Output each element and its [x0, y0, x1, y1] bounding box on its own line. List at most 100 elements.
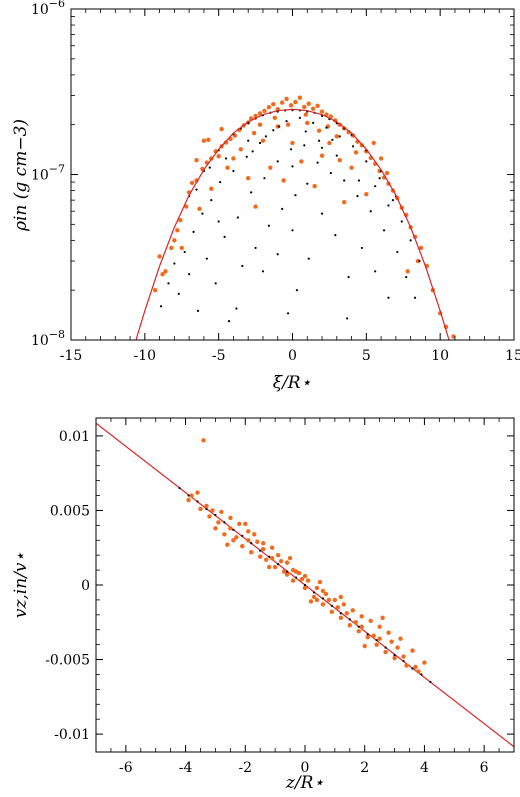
velocity-orange-point: [344, 611, 349, 616]
density-x-ticks: -15 -10 -5 0 5 10 15: [60, 9, 520, 364]
velocity-orange-point: [386, 630, 391, 635]
density-orange-point: [268, 165, 273, 170]
density-orange-point: [260, 138, 266, 143]
velocity-orange-point: [380, 615, 385, 620]
velocity-black-point: [241, 534, 244, 537]
density-fit-curve: [135, 108, 450, 340]
velocity-x-tick-label: -4: [179, 760, 193, 776]
density-orange-point: [285, 122, 291, 127]
velocity-black-point: [420, 673, 423, 676]
velocity-orange-point: [255, 539, 260, 544]
density-chart: -15 -10 -5 0 5 10 15 10−8 10−7 10−6 ξ/R⋆ ρin (g …: [11, 0, 520, 393]
velocity-orange-point: [356, 629, 361, 634]
density-x-tick-label: 10: [431, 348, 449, 364]
velocity-orange-point: [305, 578, 311, 583]
density-orange-point: [334, 134, 339, 139]
density-y-tick-label: 10−8: [31, 328, 65, 349]
density-black-point: [205, 257, 208, 260]
velocity-black-point: [393, 653, 396, 657]
velocity-orange-point: [365, 634, 370, 640]
density-black-point: [335, 154, 338, 157]
velocity-orange-point: [237, 521, 242, 527]
density-black-point: [272, 129, 275, 132]
velocity-orange-point: [326, 597, 332, 603]
density-black-point: [214, 282, 217, 285]
density-black-point: [343, 179, 346, 182]
density-orange-point: [197, 206, 202, 212]
density-orange-point: [275, 124, 280, 129]
density-black-point: [210, 199, 213, 202]
density-black-point: [254, 246, 257, 250]
velocity-orange-point: [368, 618, 373, 623]
velocity-y-tick-label: 0: [81, 578, 90, 594]
density-black-point: [334, 234, 337, 237]
velocity-orange-point: [323, 591, 329, 597]
velocity-orange-point: [284, 572, 290, 577]
velocity-orange-point: [341, 602, 347, 607]
velocity-orange-point: [398, 636, 403, 641]
velocity-orange-point: [263, 557, 269, 562]
velocity-orange-point: [410, 648, 415, 653]
density-black-point: [235, 307, 238, 310]
density-orange-points: [152, 95, 456, 339]
velocity-orange-point: [275, 552, 281, 558]
density-x-tick-label: 0: [288, 348, 297, 364]
velocity-black-point: [348, 618, 351, 621]
velocity-orange-point: [234, 535, 239, 540]
density-black-point: [196, 309, 200, 312]
density-black-point: [387, 296, 390, 299]
density-black-point: [303, 144, 306, 147]
density-black-point: [374, 270, 377, 273]
density-black-point: [295, 289, 299, 292]
velocity-orange-point: [222, 532, 227, 537]
density-orange-point: [157, 254, 162, 259]
density-orange-point: [169, 245, 174, 251]
velocity-black-point: [357, 625, 360, 628]
density-y-tick-label: 10−6: [31, 0, 65, 18]
velocity-orange-point: [261, 547, 266, 552]
density-orange-point: [231, 156, 236, 161]
density-orange-point: [297, 95, 303, 100]
density-orange-point: [337, 158, 342, 163]
density-orange-point: [328, 114, 334, 119]
density-black-point: [396, 250, 399, 254]
velocity-black-point: [339, 612, 342, 615]
density-orange-point: [316, 128, 322, 133]
velocity-orange-point: [258, 554, 263, 559]
velocity-orange-point: [302, 585, 308, 591]
density-black-point: [177, 292, 180, 295]
density-orange-point: [306, 101, 311, 106]
density-orange-point: [364, 192, 369, 197]
velocity-black-point: [205, 507, 208, 511]
velocity-orange-point: [201, 438, 206, 443]
velocity-orange-point: [353, 620, 358, 625]
velocity-x-tick-label: -2: [238, 760, 252, 776]
velocity-x-axis-label: z/R⋆: [285, 773, 324, 793]
velocity-black-point: [312, 591, 316, 594]
density-black-point: [247, 139, 250, 142]
velocity-orange-point: [278, 558, 284, 564]
velocity-x-tick-label: 6: [480, 760, 489, 776]
velocity-orange-point: [261, 541, 266, 546]
velocity-black-point: [223, 521, 226, 524]
density-orange-point: [288, 103, 294, 108]
velocity-orange-point: [195, 490, 200, 495]
density-black-point: [325, 126, 328, 129]
density-black-point: [400, 220, 403, 223]
density-black-point: [405, 275, 408, 279]
velocity-y-tick-label: 0.01: [59, 429, 90, 445]
density-black-point: [346, 317, 349, 320]
density-black-point: [236, 216, 239, 219]
velocity-orange-point: [395, 645, 400, 650]
velocity-orange-point: [311, 594, 317, 600]
density-black-point: [338, 135, 341, 138]
velocity-black-points: [178, 486, 432, 684]
velocity-orange-point: [246, 538, 251, 543]
density-black-point: [286, 312, 290, 315]
velocity-chart: -6 -4 -2 0 2 4 6 0.01 0.005 0 -0.005 -0.01 z/R⋆ vz…: [11, 417, 515, 793]
density-orange-point: [238, 147, 244, 152]
density-black-point: [251, 150, 254, 153]
density-black-point: [351, 145, 355, 148]
density-orange-point: [206, 137, 211, 143]
